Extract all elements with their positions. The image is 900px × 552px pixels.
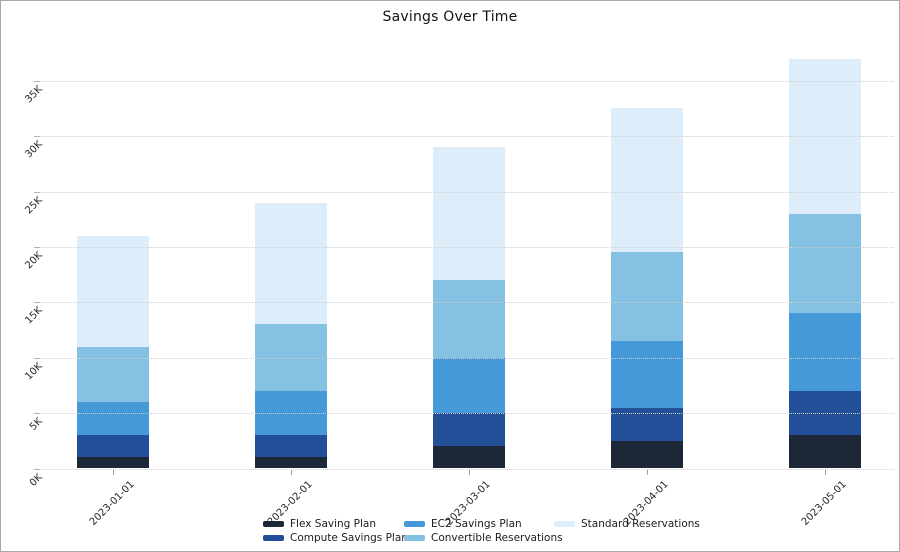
bar-segment-series3[interactable]	[77, 346, 149, 402]
legend-item-series0[interactable]: Flex Saving Plan	[263, 517, 376, 531]
bar-segment-series0[interactable]	[433, 446, 505, 469]
x-tick-mark	[647, 470, 648, 475]
bar-segment-series2[interactable]	[611, 341, 683, 408]
x-tick-mark	[825, 470, 826, 475]
bar-segment-series2[interactable]	[433, 357, 505, 414]
bar-segment-series1[interactable]	[433, 413, 505, 447]
bar-segment-series1[interactable]	[255, 435, 327, 458]
legend-swatch-icon	[263, 535, 284, 541]
bar-segment-series2[interactable]	[77, 402, 149, 436]
bar-segment-series4[interactable]	[789, 58, 861, 214]
bar-segment-series0[interactable]	[255, 457, 327, 469]
bar-segment-series0[interactable]	[611, 440, 683, 469]
chart-title: Savings Over Time	[382, 9, 518, 25]
y-tick-mark	[34, 191, 40, 193]
legend-item-series3[interactable]: Convertible Reservations	[404, 531, 563, 545]
bar-segment-series1[interactable]	[77, 435, 149, 458]
x-tick-mark	[291, 470, 292, 475]
legend-item-label: Compute Savings Plan	[290, 532, 408, 544]
y-tick-mark	[34, 80, 40, 82]
legend-swatch-icon	[554, 521, 575, 527]
legend-item-label: EC2 Savings Plan	[431, 518, 522, 530]
bar-segment-series1[interactable]	[611, 407, 683, 441]
legend-swatch-icon	[404, 535, 425, 541]
legend-item-label: Flex Saving Plan	[290, 518, 377, 530]
legend-item-label: Convertible Reservations	[431, 532, 563, 544]
bar-segment-series0[interactable]	[789, 435, 861, 469]
bar-segment-series4[interactable]	[611, 108, 683, 253]
y-tick-mark	[34, 468, 40, 470]
y-tick-mark	[34, 302, 40, 304]
legend-item-label: Standard Reservations	[581, 518, 700, 530]
legend-swatch-icon	[263, 521, 284, 527]
x-tick-mark	[113, 470, 114, 475]
x-tick-mark	[469, 470, 470, 475]
legend-swatch-icon	[404, 521, 425, 527]
bar-segment-series4[interactable]	[255, 202, 327, 325]
bar-segment-series4[interactable]	[77, 235, 149, 347]
y-tick-mark	[34, 413, 40, 415]
legend-item-series1[interactable]: Compute Savings Plan	[263, 531, 408, 545]
y-tick-mark	[34, 357, 40, 359]
bar-segment-series2[interactable]	[789, 313, 861, 391]
bar-segment-series3[interactable]	[611, 252, 683, 342]
legend-item-series4[interactable]: Standard Reservations	[554, 517, 700, 531]
bar-segment-series3[interactable]	[789, 213, 861, 314]
y-tick-mark	[34, 136, 40, 138]
y-tick-mark	[34, 246, 40, 248]
bar-segment-series0[interactable]	[77, 457, 149, 469]
legend-item-series2[interactable]: EC2 Savings Plan	[404, 517, 522, 531]
bar-segment-series4[interactable]	[433, 147, 505, 281]
bar-segment-series3[interactable]	[433, 280, 505, 358]
